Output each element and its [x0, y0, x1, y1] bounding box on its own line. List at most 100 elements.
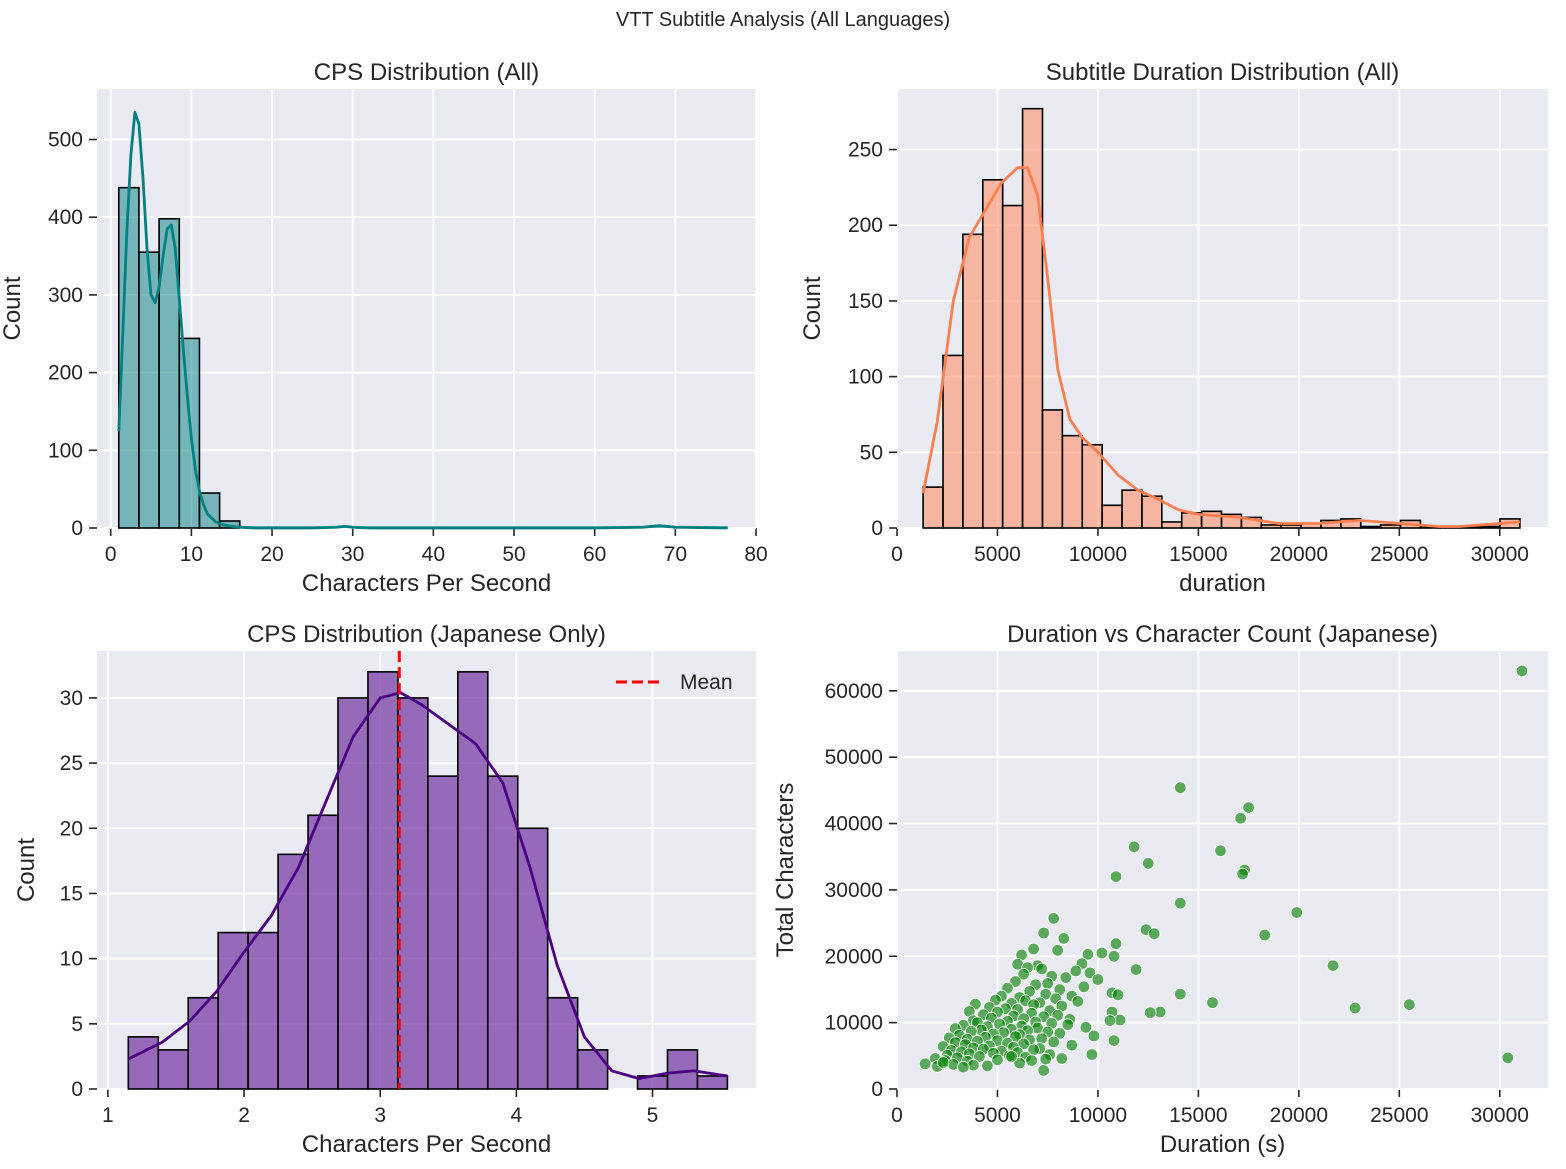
scatter-point: [1035, 962, 1048, 976]
scatter-point: [1174, 987, 1187, 1001]
histogram-bar: [546, 996, 579, 1090]
x-tick-label: 20000: [1270, 543, 1328, 566]
y-tick-label: 60000: [825, 680, 883, 703]
y-tick-label: 300: [48, 284, 83, 307]
x-tick-label: 0: [105, 543, 117, 566]
scatter-point: [967, 1058, 980, 1072]
x-tick-label: 10000: [1069, 543, 1127, 566]
scatter-point: [1091, 973, 1105, 986]
y-tick-label: 25: [60, 752, 83, 775]
scatter-point: [1037, 926, 1050, 940]
histogram-bar: [337, 697, 369, 1090]
y-tick-label: 20000: [825, 945, 883, 968]
histogram-bar: [187, 996, 219, 1090]
chart-title: CPS Distribution (All): [314, 59, 539, 86]
scatter-point: [1055, 1052, 1069, 1065]
x-tick-label: 50: [502, 543, 525, 566]
scatter-point: [991, 1053, 1004, 1067]
y-tick-label: 200: [848, 214, 883, 237]
scatter-point: [1041, 977, 1054, 990]
x-tick-label: 30000: [1471, 543, 1529, 566]
y-tick-label: 10: [60, 948, 83, 971]
scatter-point: [1005, 1050, 1018, 1063]
y-tick-label: 200: [48, 362, 83, 385]
y-tick-label: 10000: [825, 1012, 883, 1035]
chart-cps-japanese: 1 2 3 4 5 0 5 10 15 20 25 30 CPS Distribution (Japan…: [13, 621, 756, 1158]
scatter-point: [1234, 812, 1247, 825]
y-tick-label: 50: [860, 441, 883, 464]
scatter-point: [1403, 998, 1416, 1011]
scatter-point: [1236, 867, 1249, 881]
scatter-point: [1013, 1056, 1026, 1070]
histogram-bar: [178, 337, 201, 529]
scatter-point: [973, 1050, 986, 1063]
y-tick-label: 15: [60, 882, 83, 905]
chart-title: Duration vs Character Count (Japanese): [1007, 621, 1438, 648]
scatter-point: [1107, 1034, 1121, 1047]
scatter-point: [1147, 927, 1161, 940]
scatter-point: [1025, 1054, 1038, 1067]
figure-suptitle: VTT Subtitle Analysis (All Languages): [616, 9, 950, 31]
scatter-point: [1083, 966, 1097, 980]
histogram-bar: [516, 827, 549, 1090]
histogram-bar: [1061, 434, 1084, 529]
histogram-bar: [1280, 524, 1302, 529]
histogram-bar: [1260, 524, 1282, 529]
kde-line: [127, 691, 728, 1080]
x-tick-label: 20000: [1270, 1104, 1328, 1127]
x-axis-label: Characters Per Second: [302, 570, 551, 597]
histogram-bar: [1001, 204, 1024, 529]
histogram-bar: [247, 931, 279, 1090]
y-tick-label: 250: [848, 139, 883, 162]
scatter-point: [1290, 906, 1304, 919]
scatter-point: [1242, 801, 1255, 814]
scatter-point: [1053, 1027, 1067, 1040]
histogram-bar: [217, 931, 249, 1090]
histogram-bar: [367, 671, 399, 1090]
y-tick-label: 0: [871, 1078, 883, 1101]
histogram-bar: [127, 1036, 160, 1090]
scatter-point: [1037, 1064, 1050, 1077]
scatter-point: [1027, 942, 1040, 956]
histogram-bar: [307, 814, 339, 1090]
y-tick-label: 0: [871, 517, 883, 540]
chart-cps-all: 0 10 20 30 40 50 60 70 80 0 100 200 300 400 500 CPS Dis…: [0, 59, 768, 597]
scatter-point: [1077, 980, 1091, 994]
histogram-bar: [277, 853, 309, 1090]
scatter-point: [918, 1057, 932, 1071]
y-tick-label: 100: [48, 439, 83, 462]
y-axis-label: Total Characters: [772, 783, 799, 958]
scatter-point: [1065, 1038, 1079, 1052]
x-tick-label: 60: [583, 543, 606, 566]
scatter-point: [1127, 840, 1141, 854]
scatter-point: [1039, 987, 1052, 1001]
histogram-bar: [1121, 489, 1143, 529]
histogram-bar: [1340, 518, 1362, 529]
x-tick-label: 15000: [1169, 543, 1227, 566]
histogram-bar: [666, 1049, 699, 1090]
x-tick-label: 0: [891, 543, 903, 566]
x-tick-label: 20: [260, 543, 283, 566]
y-tick-label: 30: [60, 687, 83, 710]
scatter-point: [937, 1056, 950, 1069]
scatter-point: [1061, 1018, 1075, 1031]
histogram-bar: [157, 1049, 190, 1090]
chart-title: CPS Distribution (Japanese Only): [247, 621, 606, 648]
chart-duration-vs-characters: 0 5000 10000 15000 20000 25000 30000 0 10000 2000…: [772, 621, 1548, 1158]
x-tick-label: 3: [374, 1104, 386, 1127]
scatter-point: [1501, 1051, 1515, 1065]
plot-area: [97, 89, 756, 528]
histogram-bar: [1379, 524, 1402, 529]
x-tick-label: 80: [744, 543, 767, 566]
x-tick-label: 2: [238, 1104, 250, 1127]
histogram-bar: [427, 775, 459, 1090]
y-tick-label: 30000: [825, 879, 883, 902]
x-axis-label: Duration (s): [1160, 1131, 1285, 1158]
chart-duration-all: 0 5000 10000 15000 20000 25000 30000 0 50 100 150 2…: [799, 59, 1548, 597]
kde-line: [117, 110, 728, 530]
scatter-point: [1109, 870, 1123, 883]
scatter-point: [1095, 946, 1109, 960]
scatter-point: [1009, 975, 1022, 988]
y-tick-label: 500: [48, 129, 83, 152]
